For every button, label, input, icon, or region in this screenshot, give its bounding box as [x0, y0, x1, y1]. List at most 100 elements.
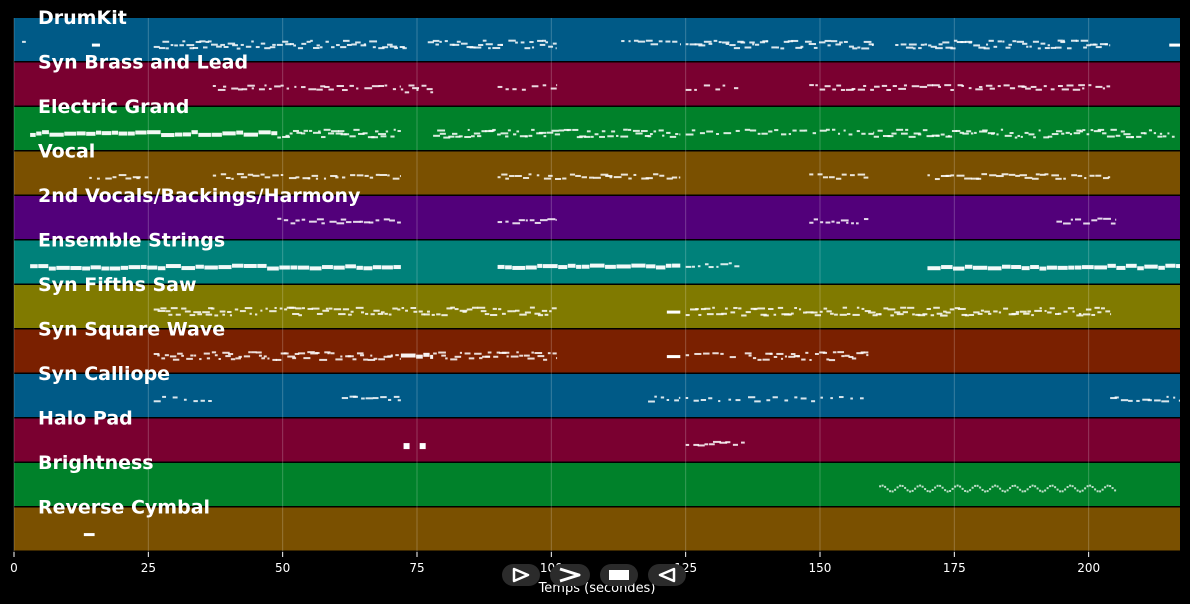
- note: [856, 130, 860, 133]
- note: [1094, 306, 1100, 309]
- note: [911, 489, 914, 492]
- note: [989, 488, 992, 491]
- note: [1057, 265, 1068, 270]
- note: [660, 396, 665, 399]
- note: [269, 46, 276, 49]
- note: [194, 354, 197, 357]
- note: [488, 47, 491, 50]
- note: [460, 42, 468, 45]
- note: [841, 355, 845, 358]
- note: [1051, 133, 1059, 136]
- note: [997, 85, 1001, 88]
- note: [1011, 312, 1019, 315]
- note: [1044, 47, 1050, 50]
- note: [507, 310, 513, 313]
- note: [373, 309, 380, 312]
- note: [781, 357, 784, 360]
- note: [831, 220, 835, 223]
- note: [981, 173, 988, 176]
- rewind-button[interactable]: [648, 564, 686, 586]
- note: [1016, 486, 1019, 489]
- note: [399, 175, 401, 178]
- note: [161, 357, 166, 360]
- note: [927, 84, 934, 87]
- note: [158, 47, 166, 50]
- note: [214, 314, 219, 317]
- note: [387, 43, 393, 46]
- note: [1025, 87, 1031, 90]
- note: [879, 485, 882, 488]
- note: [297, 265, 310, 270]
- note: [685, 396, 689, 399]
- note: [534, 221, 541, 224]
- note: [951, 487, 954, 490]
- note: [307, 177, 311, 180]
- note: [295, 176, 300, 179]
- note: [728, 262, 732, 265]
- note: [1070, 39, 1078, 42]
- note: [873, 131, 875, 134]
- note: [548, 45, 554, 48]
- note: [926, 307, 931, 310]
- note: [316, 88, 323, 91]
- note: [240, 176, 248, 179]
- note: [940, 314, 948, 317]
- note: [245, 45, 252, 48]
- note: [336, 85, 344, 88]
- note: [1114, 489, 1117, 492]
- note: [685, 265, 692, 268]
- track-lane: [14, 329, 1180, 373]
- note: [837, 351, 845, 354]
- play-button[interactable]: [502, 564, 540, 586]
- note: [729, 44, 736, 47]
- fast-forward-button[interactable]: [550, 564, 590, 586]
- stop-button[interactable]: [600, 564, 638, 586]
- note: [358, 132, 365, 135]
- note: [1073, 132, 1081, 135]
- note: [794, 306, 798, 309]
- note: [1136, 399, 1140, 402]
- note: [900, 43, 907, 46]
- note: [473, 46, 482, 49]
- note: [30, 264, 38, 269]
- track-lane: [14, 507, 1180, 551]
- note: [824, 39, 832, 42]
- note: [725, 43, 729, 46]
- track-notes: [212, 84, 1111, 94]
- note: [1051, 174, 1059, 177]
- note: [846, 221, 849, 224]
- note: [238, 355, 242, 358]
- note: [315, 351, 320, 354]
- note: [542, 84, 547, 87]
- note: [857, 46, 861, 49]
- note: [856, 222, 859, 225]
- note: [497, 43, 503, 46]
- note: [1106, 85, 1111, 88]
- note: [1044, 309, 1047, 312]
- note: [195, 40, 202, 43]
- note: [290, 222, 296, 225]
- note: [712, 440, 721, 443]
- note: [303, 129, 309, 132]
- note: [497, 221, 503, 224]
- note: [22, 40, 26, 43]
- note: [889, 490, 892, 493]
- note: [521, 88, 526, 91]
- note: [828, 176, 835, 179]
- note: [1055, 177, 1062, 180]
- note: [426, 88, 433, 91]
- note: [1003, 307, 1009, 310]
- note: [863, 84, 867, 87]
- note: [796, 355, 800, 358]
- note: [397, 399, 401, 402]
- note: [907, 306, 915, 309]
- note: [916, 485, 919, 488]
- note: [272, 358, 278, 361]
- note: [295, 307, 302, 310]
- note: [761, 132, 768, 135]
- note: [375, 130, 379, 133]
- note: [335, 358, 343, 361]
- note: [1041, 490, 1044, 493]
- note: [776, 46, 779, 49]
- note: [368, 221, 374, 224]
